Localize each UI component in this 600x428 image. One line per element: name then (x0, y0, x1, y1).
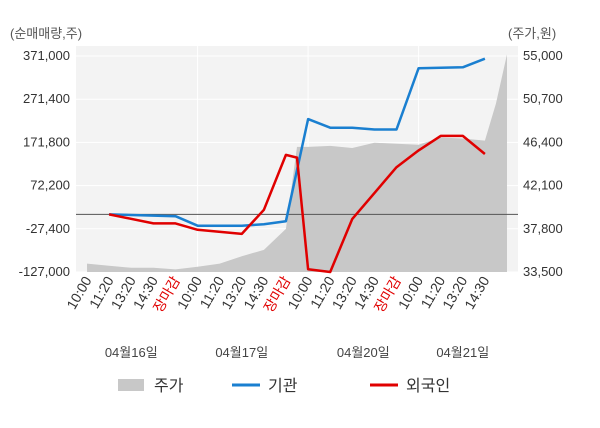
right-tick-label: 55,000 (523, 48, 563, 63)
legend-label: 외국인 (406, 377, 450, 395)
legend-label: 주가 (154, 377, 184, 395)
left-tick-label: -127,000 (19, 264, 70, 279)
date-label: 04월21일 (436, 345, 489, 360)
date-label: 04월17일 (215, 345, 268, 360)
date-label: 04월16일 (105, 345, 158, 360)
right-axis: 55,000 50,700 46,400 42,100 37,800 33,500 (523, 48, 563, 279)
left-tick-label: 171,800 (23, 134, 70, 149)
legend: 주가 기관 외국인 (118, 377, 450, 395)
right-tick-label: 46,400 (523, 134, 563, 149)
right-tick-label: 42,100 (523, 178, 563, 193)
left-tick-label: 72,200 (30, 178, 70, 193)
left-axis-unit: (순매매량,주) (10, 26, 82, 41)
net-volume-lines (108, 57, 486, 274)
right-tick-label: 37,800 (523, 221, 563, 236)
right-axis-unit: (주가,원) (508, 26, 556, 41)
institution-line (109, 57, 486, 227)
x-axis: 10:0011:2013:2014:30장마감10:0011:2013:2014… (63, 273, 492, 315)
date-label: 04월20일 (337, 345, 390, 360)
left-tick-label: 271,400 (23, 91, 70, 106)
legend-swatch (118, 379, 144, 391)
left-tick-label: 371,000 (23, 48, 70, 63)
right-tick-label: 50,700 (523, 91, 563, 106)
left-tick-label: -27,400 (26, 221, 70, 236)
left-axis: 371,000 271,400 171,800 72,200 -27,400 -127,0… (19, 48, 70, 279)
legend-label: 기관 (268, 377, 298, 395)
date-labels: 04월16일 04월17일 04월20일 04월21일 (105, 345, 489, 360)
foreigner-line (108, 134, 486, 274)
right-tick-label: 33,500 (523, 264, 563, 279)
